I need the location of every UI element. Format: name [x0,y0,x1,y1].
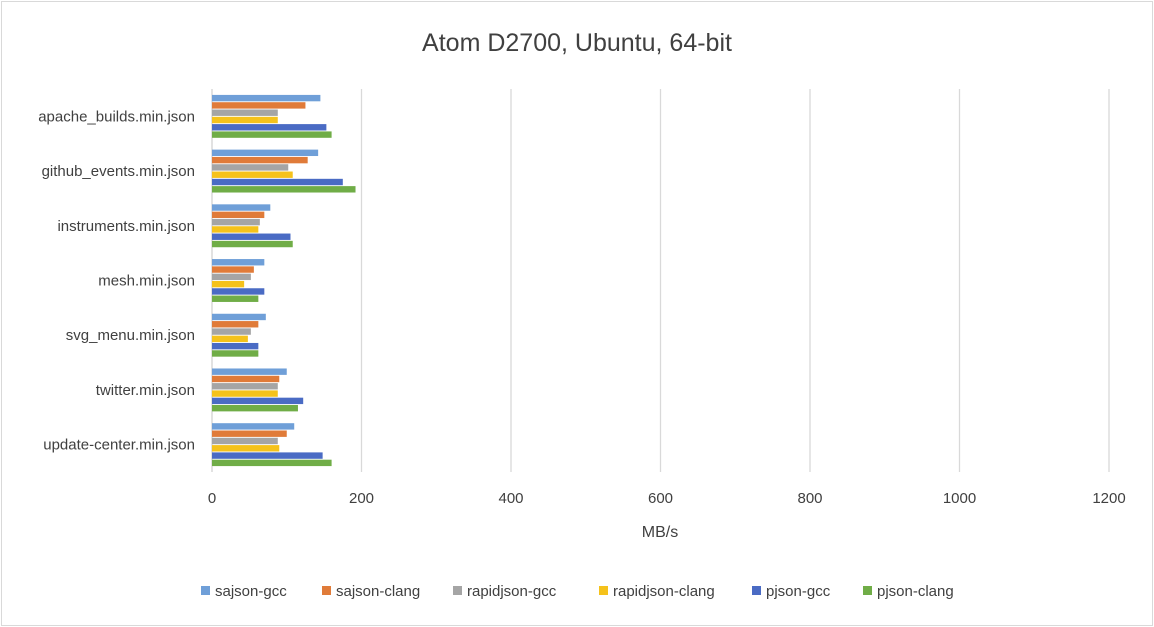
category-label: svg_menu.min.json [66,327,195,344]
bar-pjson-clang-instruments.min.json [212,240,293,248]
x-tick-label: 400 [498,490,523,507]
bars [212,94,356,467]
legend-label: sajson-clang [336,583,420,600]
legend-label: sajson-gcc [215,583,287,600]
x-tick-label: 600 [648,490,673,507]
x-tick-label: 200 [349,490,374,507]
legend-item-rapidjson-gcc: rapidjson-gcc [453,583,557,600]
bar-sajson-gcc-github_events.min.json [212,149,319,157]
legend-swatch [599,586,608,595]
legend-item-sajson-gcc: sajson-gcc [201,583,287,600]
bar-pjson-gcc-update-center.min.json [212,452,323,459]
legend-label: pjson-gcc [766,583,831,600]
x-tick-label: 800 [797,490,822,507]
bar-pjson-gcc-svg_menu.min.json [212,342,259,350]
bar-sajson-gcc-svg_menu.min.json [212,313,266,321]
bar-pjson-clang-mesh.min.json [212,295,259,302]
legend-item-sajson-clang: sajson-clang [322,583,420,600]
legend-swatch [201,586,210,595]
bar-sajson-clang-github_events.min.json [212,156,308,164]
bar-pjson-gcc-mesh.min.json [212,288,265,295]
bar-rapidjson-gcc-update-center.min.json [212,437,278,445]
bar-sajson-gcc-mesh.min.json [212,259,265,266]
category-labels: apache_builds.min.json github_events.min.… [38,108,195,453]
bar-rapidjson-gcc-apache_builds.min.json [212,109,278,116]
category-label: apache_builds.min.json [38,108,195,125]
bar-rapidjson-gcc-mesh.min.json [212,273,251,281]
bar-pjson-gcc-twitter.min.json [212,397,304,405]
legend-label: rapidjson-clang [613,583,715,600]
bar-sajson-clang-instruments.min.json [212,211,265,219]
bar-pjson-clang-twitter.min.json [212,404,298,412]
chart-title: Atom D2700, Ubuntu, 64-bit [422,29,732,57]
legend-swatch [752,586,761,595]
gridlines [211,89,1110,472]
category-label: update-center.min.json [43,437,195,454]
x-tick-label: 1200 [1092,490,1125,507]
category-label: twitter.min.json [96,382,195,399]
legend: sajson-gcc sajson-clang rapidjson-gcc rapid… [201,583,954,600]
bar-sajson-gcc-instruments.min.json [212,204,271,211]
bar-pjson-gcc-apache_builds.min.json [212,124,327,131]
bar-rapidjson-gcc-svg_menu.min.json [212,328,251,335]
bar-sajson-gcc-twitter.min.json [212,368,287,375]
bar-pjson-gcc-github_events.min.json [212,178,343,186]
bar-rapidjson-clang-svg_menu.min.json [212,335,248,343]
bar-pjson-clang-update-center.min.json [212,459,332,467]
bar-rapidjson-clang-instruments.min.json [212,226,259,233]
bar-sajson-gcc-apache_builds.min.json [212,94,321,102]
category-label: github_events.min.json [42,163,195,180]
legend-swatch [453,586,462,595]
x-axis-title: MB/s [642,524,678,541]
bar-pjson-clang-github_events.min.json [212,186,356,193]
bar-rapidjson-gcc-instruments.min.json [212,218,260,226]
bar-rapidjson-clang-update-center.min.json [212,445,280,452]
bar-pjson-gcc-instruments.min.json [212,233,291,240]
legend-swatch [322,586,331,595]
bar-rapidjson-gcc-twitter.min.json [212,383,278,390]
x-tick-labels: 0 200 400 600 800 1000 1200 [208,490,1126,507]
bar-sajson-gcc-update-center.min.json [212,423,295,430]
legend-swatch [863,586,872,595]
legend-item-rapidjson-clang: rapidjson-clang [599,583,715,600]
bar-sajson-clang-update-center.min.json [212,430,287,437]
bar-sajson-clang-svg_menu.min.json [212,321,259,328]
bar-rapidjson-clang-apache_builds.min.json [212,116,278,124]
bar-pjson-clang-svg_menu.min.json [212,350,259,357]
bar-rapidjson-clang-mesh.min.json [212,280,245,288]
legend-label: rapidjson-gcc [467,583,557,600]
bar-rapidjson-clang-twitter.min.json [212,390,278,397]
legend-label: pjson-clang [877,583,954,600]
bar-sajson-clang-apache_builds.min.json [212,102,306,109]
bar-sajson-clang-twitter.min.json [212,375,280,383]
x-tick-label: 0 [208,490,216,507]
bar-rapidjson-gcc-github_events.min.json [212,164,289,171]
bar-sajson-clang-mesh.min.json [212,266,254,273]
bar-rapidjson-clang-github_events.min.json [212,171,293,178]
legend-item-pjson-gcc: pjson-gcc [752,583,831,600]
category-label: instruments.min.json [57,218,195,235]
x-tick-label: 1000 [943,490,976,507]
bar-pjson-clang-apache_builds.min.json [212,131,332,138]
legend-item-pjson-clang: pjson-clang [863,583,954,600]
category-label: mesh.min.json [98,273,195,290]
